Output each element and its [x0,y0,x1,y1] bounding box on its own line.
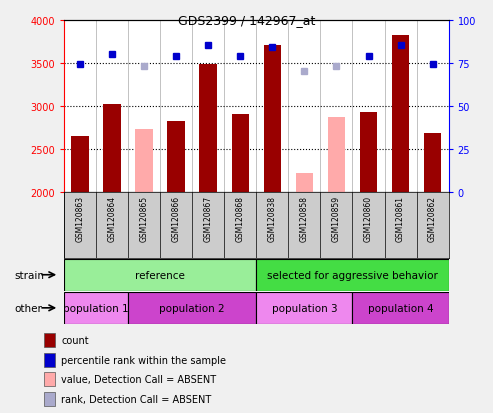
Text: population 4: population 4 [368,303,433,313]
Text: GSM120868: GSM120868 [236,195,245,241]
Bar [264,46,281,192]
Text: GSM120862: GSM120862 [428,195,437,241]
Bar [360,112,377,192]
Text: GSM120867: GSM120867 [204,195,213,241]
Bar [352,292,449,324]
Bar [200,64,217,192]
Text: GSM120863: GSM120863 [75,195,85,241]
Text: selected for aggressive behavior: selected for aggressive behavior [267,270,438,280]
Text: population 2: population 2 [159,303,225,313]
Bar [128,292,256,324]
Text: GSM120860: GSM120860 [364,195,373,241]
Text: GSM120838: GSM120838 [268,195,277,241]
Bar [43,373,55,386]
Bar [232,115,249,192]
Bar [136,130,153,192]
Bar [168,122,185,192]
Bar [43,392,55,406]
Text: rank, Detection Call = ABSENT: rank, Detection Call = ABSENT [61,394,211,404]
Text: GSM120865: GSM120865 [140,195,149,241]
Bar [296,173,313,192]
Text: GSM120859: GSM120859 [332,195,341,241]
Bar [424,134,441,192]
Bar [328,117,345,192]
Bar [104,104,121,192]
Bar [71,136,89,192]
Text: GSM120861: GSM120861 [396,195,405,241]
Text: reference: reference [135,270,185,280]
Bar [256,259,449,291]
Bar [43,353,55,367]
Bar [64,292,128,324]
Bar [64,259,256,291]
Text: population 1: population 1 [63,303,129,313]
Text: GDS2399 / 142967_at: GDS2399 / 142967_at [178,14,315,27]
Text: count: count [61,335,89,345]
Text: percentile rank within the sample: percentile rank within the sample [61,355,226,365]
Text: GSM120866: GSM120866 [172,195,181,241]
Bar [256,292,352,324]
Text: GSM120858: GSM120858 [300,195,309,241]
Text: value, Detection Call = ABSENT: value, Detection Call = ABSENT [61,375,216,385]
Text: GSM120864: GSM120864 [107,195,117,241]
Text: other: other [15,303,43,313]
Bar [392,36,409,192]
Bar [43,333,55,347]
Text: population 3: population 3 [272,303,337,313]
Text: strain: strain [15,270,45,280]
